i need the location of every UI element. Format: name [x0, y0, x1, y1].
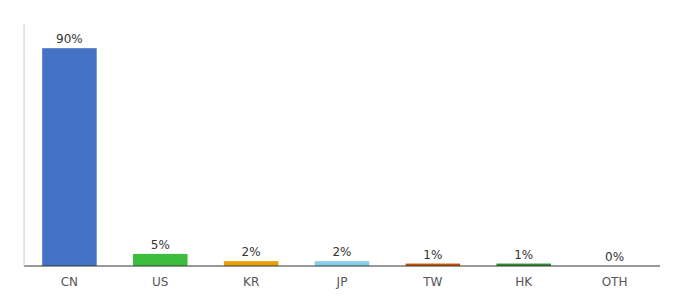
data-label: 1%	[423, 248, 442, 262]
x-axis: CN US KR JP TW HK OTH	[24, 266, 660, 289]
data-label: 1%	[514, 248, 533, 262]
bar	[224, 261, 279, 266]
tick-label: OTH	[602, 275, 628, 289]
y-axis-line	[24, 24, 25, 266]
data-labels: 90% 5% 2% 2% 1% 1% 0%	[56, 32, 624, 264]
tick-label: HK	[515, 275, 533, 289]
data-label: 5%	[151, 238, 170, 252]
bar	[315, 261, 370, 266]
data-label: 2%	[242, 245, 261, 259]
bar	[42, 48, 97, 266]
data-label: 90%	[56, 32, 83, 46]
bars	[42, 48, 551, 266]
tick-label: CN	[61, 275, 78, 289]
tick-label: US	[152, 275, 168, 289]
x-axis-line	[24, 266, 660, 267]
data-label: 0%	[605, 250, 624, 264]
bar	[133, 254, 188, 266]
data-label: 2%	[332, 245, 351, 259]
tick-label: KR	[243, 275, 259, 289]
tick-label: TW	[422, 275, 442, 289]
chart-container: 90% 5% 2% 2% 1% 1% 0% CN US KR JP TW HK OTH	[0, 0, 680, 300]
tick-label: JP	[336, 275, 348, 289]
chart: 90% 5% 2% 2% 1% 1% 0% CN US KR JP TW HK OTH	[0, 0, 680, 300]
